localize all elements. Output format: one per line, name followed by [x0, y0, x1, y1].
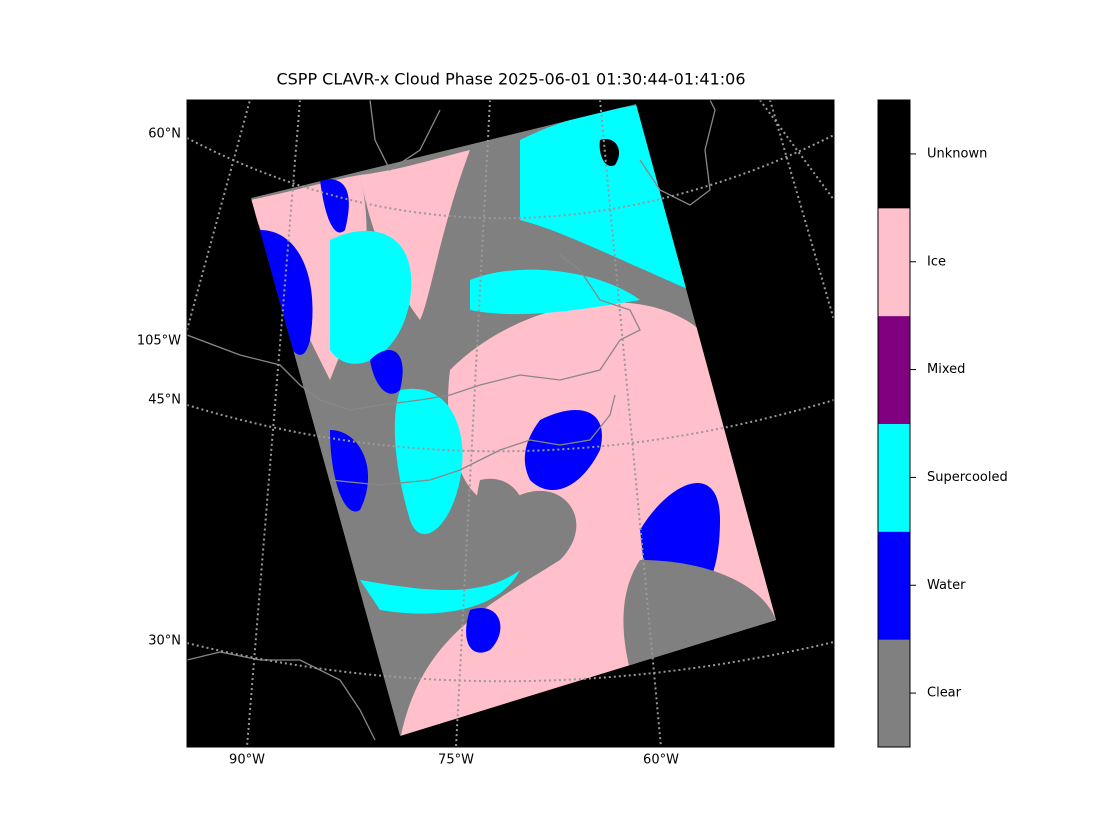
colorbar-label: Clear — [927, 686, 962, 701]
coastlines — [187, 100, 716, 741]
water-region — [320, 179, 349, 233]
lon-label: 60°W — [643, 753, 679, 768]
colorbar-label: Mixed — [927, 362, 965, 377]
lat-label: 45°N — [148, 393, 181, 408]
colorbar: Clear Water Supercooled Mixed Ice Unknown — [877, 99, 1008, 748]
colorbar-segment — [878, 100, 910, 209]
supercooled-region — [520, 105, 690, 290]
colorbar-segment — [878, 423, 910, 532]
lon-label: 90°W — [229, 753, 265, 768]
water-region — [260, 230, 313, 355]
water-region — [330, 430, 369, 512]
colorbar-label: Ice — [927, 254, 946, 269]
colorbar-segment — [878, 639, 910, 748]
colorbar-frame — [877, 99, 911, 748]
lon-label: 105°W — [137, 334, 181, 349]
supercooled-region — [360, 570, 520, 614]
map-area — [187, 100, 834, 747]
colorbar-segment — [878, 315, 910, 424]
colorbar-label: Unknown — [927, 146, 987, 161]
colorbar-label: Supercooled — [927, 470, 1008, 485]
supercooled-region — [330, 230, 412, 364]
clear-region — [623, 560, 776, 670]
map-title: CSPP CLAVR-x Cloud Phase 2025-06-01 01:3… — [276, 70, 745, 89]
lat-label: 30°N — [148, 634, 181, 649]
graticule — [187, 100, 834, 747]
colorbar-segment — [878, 207, 910, 317]
lat-label: 60°N — [148, 127, 181, 142]
lon-label: 75°W — [438, 753, 474, 768]
clear-region — [476, 478, 525, 542]
colorbar-label: Water — [927, 578, 966, 593]
water-region — [466, 608, 501, 653]
map-frame — [186, 99, 835, 748]
ice-region — [360, 150, 470, 320]
water-region — [370, 350, 403, 394]
colorbar-segment — [878, 531, 910, 640]
supercooled-region — [394, 388, 463, 535]
supercooled-region — [470, 269, 640, 315]
